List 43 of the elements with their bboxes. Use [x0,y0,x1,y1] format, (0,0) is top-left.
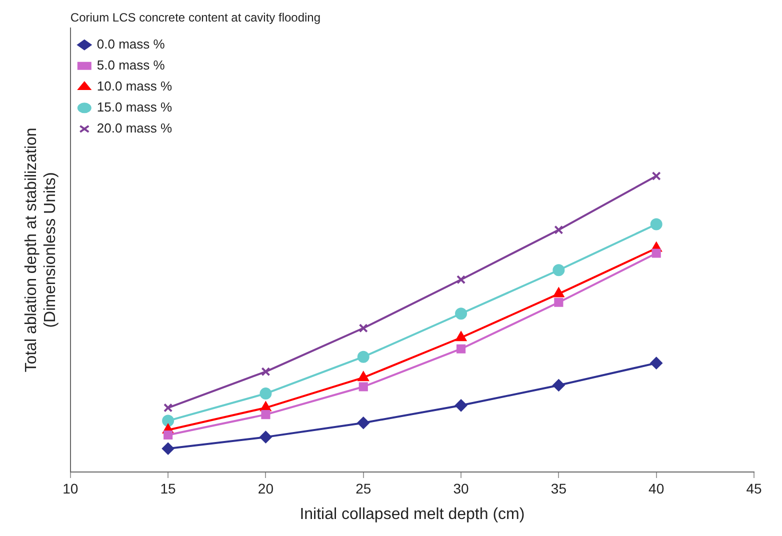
legend-label: 0.0 mass % [96,36,166,52]
point [357,350,370,363]
point [456,344,466,354]
legend-label: 5.0 mass % [96,57,166,72]
x-axis-title: Initial collapsed melt depth (cm) [300,506,525,523]
point [554,225,564,234]
point [260,431,272,444]
x-tick-label: 20 [258,480,274,496]
point [358,382,368,392]
point [552,264,565,276]
y-axis-title: Total ablation depth at stabilization (Dimensionless Units) [23,128,60,372]
point [164,403,173,412]
point [358,372,369,382]
point [456,332,466,342]
point [552,379,565,392]
legend-title: Corium LCS concrete content at cavity flooding [70,10,321,24]
point [261,410,270,420]
x-tick-label: 45 [746,480,762,496]
x-tick-label: 15 [160,480,176,496]
point [553,288,564,298]
point [358,324,368,333]
point [357,416,370,429]
legend-label: 10.0 mass % [96,78,172,94]
point [652,171,661,181]
point [162,414,174,427]
point [162,442,174,455]
x-tick-label: 40 [648,480,664,496]
legend-label: 15.0 mass % [96,99,172,114]
point [260,388,272,400]
point [455,308,468,320]
x-tick-label: 35 [550,480,567,496]
point [650,218,662,230]
x-tick-label: 10 [62,480,78,496]
point [652,248,661,258]
point [650,357,662,370]
point [554,298,564,307]
point [455,399,468,412]
legend-label: 20.0 mass % [96,120,172,136]
x-tick-label: 25 [356,480,372,496]
point [456,275,466,284]
x-tick-label: 30 [453,480,470,496]
point [164,430,173,440]
point [261,367,270,376]
